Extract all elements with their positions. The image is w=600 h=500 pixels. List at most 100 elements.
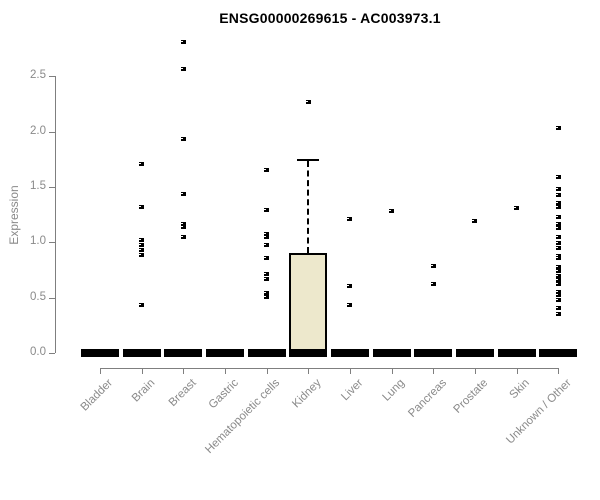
median-bar [122, 349, 161, 357]
data-point [264, 255, 270, 260]
data-point [264, 242, 270, 247]
data-point [264, 168, 270, 173]
data-point [139, 204, 145, 209]
data-point [139, 248, 145, 253]
data-point [555, 255, 561, 260]
data-point [180, 66, 186, 71]
data-point [139, 303, 145, 308]
y-axis-tick-label: 0.0 [30, 346, 46, 358]
data-point [139, 242, 145, 247]
data-point [555, 297, 561, 302]
data-point [264, 291, 270, 296]
x-axis-category-label: Brain [129, 377, 158, 405]
data-point [264, 276, 270, 281]
y-axis-tick [49, 297, 55, 299]
x-axis-tick [349, 368, 351, 374]
data-point [180, 40, 186, 45]
data-point [180, 191, 186, 196]
data-point [555, 282, 561, 287]
data-point [180, 224, 186, 229]
data-point [347, 217, 353, 222]
median-bar [414, 349, 453, 357]
median-bar [330, 349, 369, 357]
data-point [555, 214, 561, 219]
data-point [180, 137, 186, 142]
y-axis-tick-label: 0.5 [30, 290, 46, 303]
y-axis-tick [49, 76, 55, 78]
chart-title: ENSG00000269615 - AC003973.1 [219, 10, 441, 26]
y-axis-tick [49, 131, 55, 133]
data-point [347, 303, 353, 308]
data-point [139, 161, 145, 166]
x-axis-category-label: Hematopoietic cells [203, 377, 283, 456]
x-axis-tick [183, 368, 185, 374]
x-axis-tick [433, 368, 435, 374]
median-bar [247, 349, 286, 357]
data-point [264, 294, 270, 299]
x-axis-category-label: Skin [507, 377, 533, 402]
x-axis-tick [224, 368, 226, 374]
data-point [555, 225, 561, 230]
y-axis-tick-label: 1.0 [30, 235, 46, 248]
data-point [139, 252, 145, 257]
x-axis-tick [474, 368, 476, 374]
data-point [555, 192, 561, 197]
x-axis-category-label: Kidney [290, 377, 324, 411]
data-point [555, 200, 561, 205]
x-axis-line [100, 368, 559, 369]
x-axis-tick [141, 368, 143, 374]
median-bar [372, 349, 411, 357]
y-axis-tick-label: 2.5 [30, 69, 46, 82]
data-point [555, 273, 561, 278]
x-axis-tick [516, 368, 518, 374]
data-point [555, 245, 561, 250]
y-axis-tick [49, 187, 55, 189]
data-point [430, 263, 436, 268]
data-point [555, 234, 561, 239]
median-bar [205, 349, 244, 357]
y-axis-tick [49, 242, 55, 244]
y-axis-line [55, 76, 56, 353]
median-bar [539, 349, 578, 357]
x-axis-tick [308, 368, 310, 374]
median-bar [455, 349, 494, 357]
x-axis-category-label: Lung [380, 377, 408, 404]
x-axis-category-label: Bladder [78, 377, 116, 414]
data-point [264, 208, 270, 213]
x-axis-tick [391, 368, 393, 374]
median-bar [81, 349, 119, 357]
data-point [264, 272, 270, 277]
data-point [555, 221, 561, 226]
x-axis-tick [558, 368, 560, 374]
x-axis-tick [100, 368, 101, 374]
data-point [555, 269, 561, 274]
data-point [347, 283, 353, 288]
data-point [555, 290, 561, 295]
median-bar [497, 349, 536, 357]
data-point [555, 253, 561, 258]
data-point [555, 277, 561, 282]
data-point [180, 234, 186, 239]
box-iqr [289, 253, 328, 357]
x-axis-category-label: Breast [166, 377, 199, 409]
y-axis-tick-label: 1.5 [30, 180, 46, 193]
y-axis-tick [49, 353, 55, 354]
x-axis-category-label: Gastric [206, 377, 241, 412]
data-point [430, 282, 436, 287]
data-point [555, 175, 561, 180]
data-point [264, 231, 270, 236]
data-point [305, 99, 311, 104]
median-bar [164, 349, 203, 357]
data-point [555, 264, 561, 269]
data-point [555, 126, 561, 131]
data-point [555, 241, 561, 246]
median-bar [289, 349, 328, 357]
data-point [555, 312, 561, 317]
data-point [139, 238, 145, 243]
data-point [555, 204, 561, 209]
upper-whisker-cap [297, 159, 320, 162]
data-point [264, 234, 270, 239]
data-point [555, 305, 561, 310]
x-axis-category-label: Pancreas [405, 377, 449, 420]
